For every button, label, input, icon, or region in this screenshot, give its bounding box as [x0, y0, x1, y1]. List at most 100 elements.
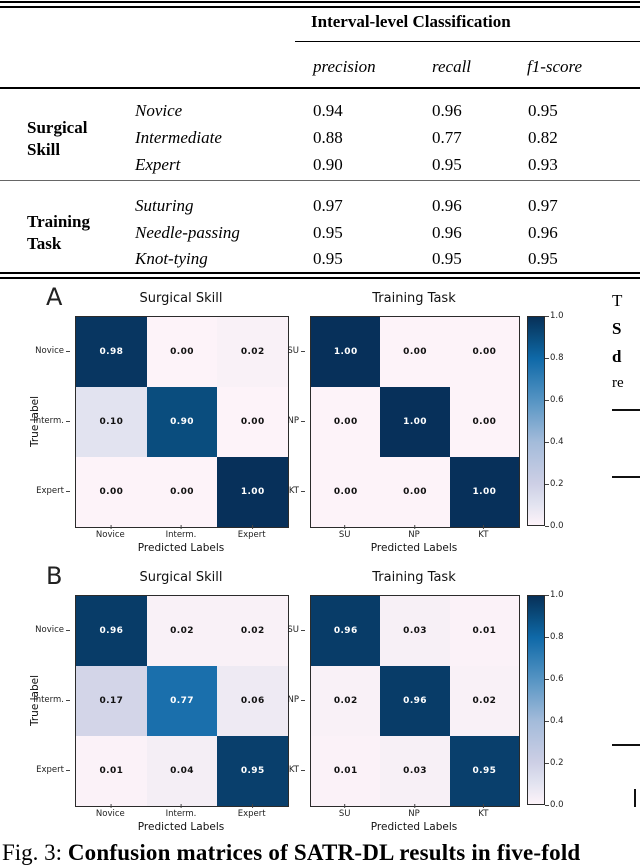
colorbar: [527, 316, 545, 526]
recall-value: 0.95: [432, 155, 462, 174]
x-tick: NP: [408, 804, 420, 819]
caption-prefix: Fig. 3:: [2, 840, 68, 865]
sliver-rule: [612, 744, 640, 746]
table-bottom-rule: [0, 272, 640, 279]
matrix-cell: 0.00: [146, 456, 218, 528]
x-tick-labels: SU NP KT: [310, 804, 518, 821]
x-tick: KT: [478, 804, 489, 819]
group-label-training-task: Training Task: [27, 212, 90, 253]
f1-value: 0.95: [528, 249, 558, 268]
recall-value: 0.96: [432, 101, 462, 120]
x-tick: Expert: [237, 525, 266, 540]
figure-caption: Fig. 3: Confusion matrices of SATR-DL re…: [2, 840, 640, 866]
matrix-cell: 0.77: [146, 665, 218, 737]
y-tick: Expert: [36, 486, 70, 496]
x-tick: Interm.: [165, 525, 197, 540]
colorbar-tick-labels: 1.0 0.8 0.6 0.4 0.2 0.0: [545, 590, 580, 810]
matrix-cell: 0.04: [146, 735, 218, 807]
colorbar-tick: 0.4: [545, 716, 564, 726]
y-tick: Novice: [35, 346, 70, 356]
row-label: Intermediate: [135, 128, 222, 147]
table-section-rule: [0, 180, 640, 181]
x-tick: Expert: [237, 804, 266, 819]
matrix-cell: 0.01: [76, 735, 147, 807]
y-tick: NP: [287, 695, 306, 705]
text-fragment: d: [612, 347, 622, 366]
y-tick: SU: [287, 346, 305, 356]
x-tick: SU: [338, 804, 351, 819]
y-tick: Expert: [36, 765, 70, 775]
matrix-cell: 0.00: [76, 456, 147, 528]
panel-letter: A: [46, 283, 63, 311]
x-axis-label: Predicted Labels: [137, 542, 225, 554]
matrix-cell: 0.17: [76, 665, 147, 737]
row-label: Knot-tying: [135, 249, 208, 268]
y-tick-labels: Novice Interm. Expert: [0, 595, 70, 805]
colorbar-tick: 0.8: [545, 632, 564, 642]
colorbar-tick: 0.0: [545, 800, 564, 810]
table-row: Novice 0.94 0.96 0.95: [0, 101, 640, 123]
colorbar-tick: 0.0: [545, 521, 564, 531]
matrix-cell: 0.90: [146, 386, 218, 458]
matrix-cell: 0.96: [76, 596, 147, 667]
table-row: Suturing 0.97 0.96 0.97: [0, 196, 640, 218]
x-tick: Novice: [95, 804, 125, 819]
matrix-cell: 0.02: [449, 665, 520, 737]
matrix-cell: 0.02: [217, 317, 289, 388]
col-header-recall: recall: [432, 57, 472, 76]
f1-value: 0.97: [528, 196, 558, 215]
plot-title: Training Task: [372, 291, 456, 306]
x-tick-labels: Novice Interm. Expert: [75, 804, 287, 821]
x-tick: Interm.: [165, 804, 197, 819]
x-axis-label: Predicted Labels: [137, 821, 225, 833]
y-tick: KT: [288, 765, 306, 775]
sliver-vertical-mark: [634, 789, 636, 807]
matrix-cell: 0.06: [217, 665, 289, 737]
figure-panel-b: B Surgical Skill Training Task True labe…: [0, 562, 640, 840]
y-tick: Novice: [35, 625, 70, 635]
col-header-precision: precision: [313, 57, 376, 76]
matrix-cell: 0.00: [380, 456, 450, 528]
x-axis-label: Predicted Labels: [370, 821, 458, 833]
table-midheavy-rule: [0, 87, 640, 89]
x-tick: SU: [338, 525, 351, 540]
precision-value: 0.95: [313, 249, 343, 268]
matrix-cell: 0.00: [449, 386, 520, 458]
precision-value: 0.88: [313, 128, 343, 147]
x-tick-labels: SU NP KT: [310, 525, 518, 542]
text-fragment: T: [612, 291, 623, 310]
plot-title: Training Task: [372, 570, 456, 585]
sliver-rule: [612, 409, 640, 411]
table-row: Expert 0.90 0.95 0.93: [0, 155, 640, 177]
row-label: Novice: [135, 101, 183, 120]
plot-title: Surgical Skill: [139, 291, 223, 306]
matrix-cell: 1.00: [449, 456, 520, 528]
matrix-cell: 0.10: [76, 386, 147, 458]
precision-value: 0.97: [313, 196, 343, 215]
recall-value: 0.96: [432, 223, 462, 242]
table-row: Intermediate 0.88 0.77 0.82: [0, 128, 640, 150]
colorbar-tick-labels: 1.0 0.8 0.6 0.4 0.2 0.0: [545, 311, 580, 531]
matrix-cell: 0.95: [449, 735, 520, 807]
confusion-matrix-heatmap: 1.00 0.00 0.00 0.00 1.00 0.00 0.00 0.00 1.00: [310, 316, 520, 528]
text-fragment: S: [612, 319, 622, 338]
table-header-rule: [295, 41, 640, 42]
y-tick: NP: [287, 416, 306, 426]
recall-value: 0.95: [432, 249, 462, 268]
text-fragment: re: [612, 375, 624, 391]
row-label: Suturing: [135, 196, 194, 215]
colorbar-tick: 0.6: [545, 395, 564, 405]
colorbar: [527, 595, 545, 805]
precision-value: 0.95: [313, 223, 343, 242]
matrix-cell: 0.03: [380, 735, 450, 807]
sliver-rule: [612, 476, 640, 478]
matrix-cell: 0.01: [311, 735, 381, 807]
y-tick: KT: [288, 486, 306, 496]
recall-value: 0.96: [432, 196, 462, 215]
row-label: Needle-passing: [135, 223, 240, 242]
colorbar-tick: 0.6: [545, 674, 564, 684]
confusion-matrix-heatmap: 0.96 0.03 0.01 0.02 0.96 0.02 0.01 0.03 0.95: [310, 595, 520, 807]
matrix-cell: 0.03: [380, 596, 450, 667]
matrix-cell: 0.00: [380, 317, 450, 388]
